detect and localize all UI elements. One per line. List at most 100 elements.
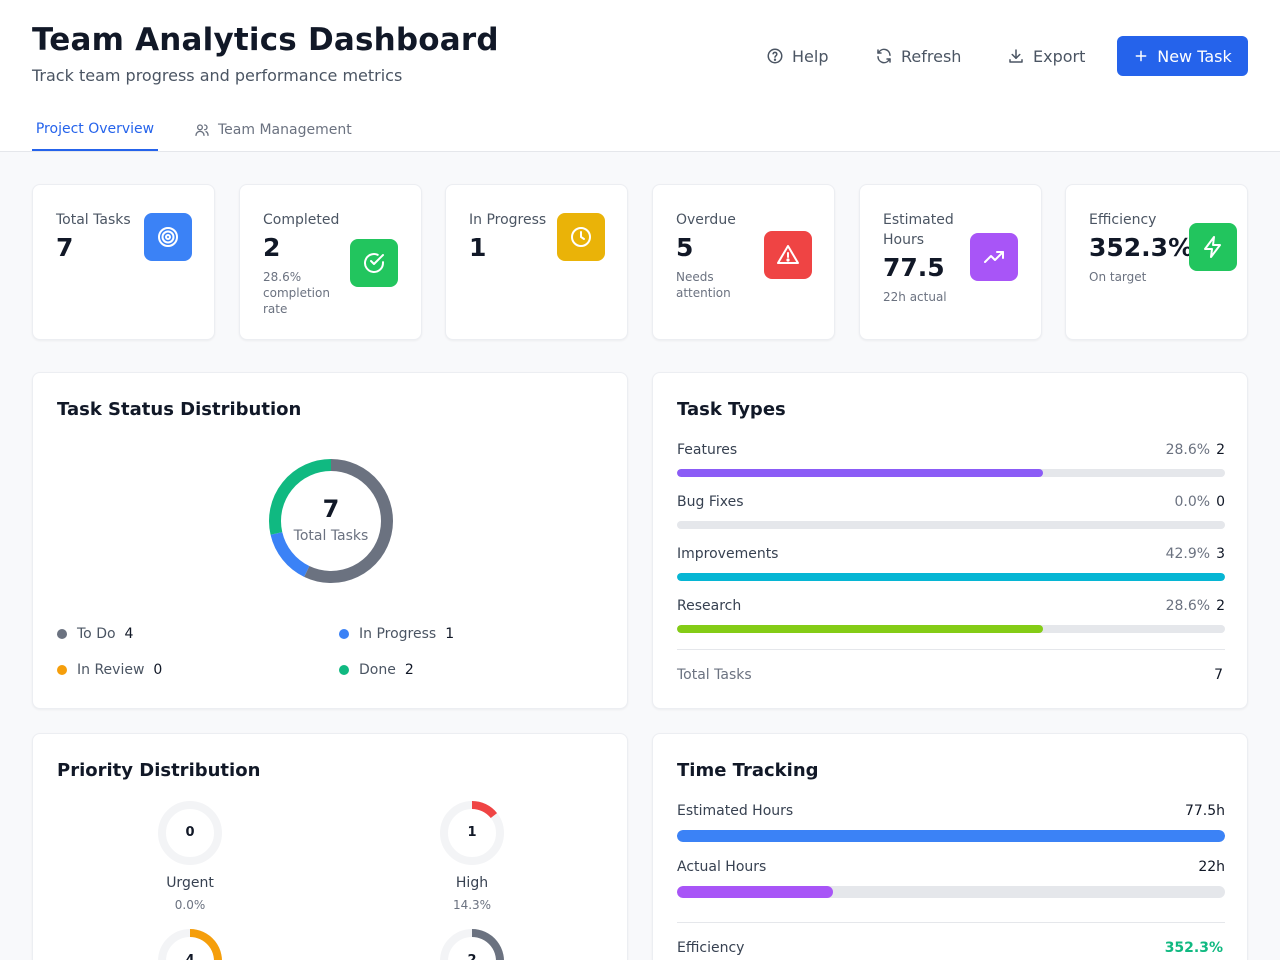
priority-count: 4	[140, 953, 240, 960]
legend-item-to-do: To Do 4	[57, 626, 133, 642]
legend-dot	[57, 629, 67, 639]
priority-ring-track	[158, 801, 222, 865]
progress-track	[677, 886, 1225, 898]
lightning-icon	[1189, 223, 1237, 271]
priority-ring	[158, 801, 222, 865]
priority-ring-arc	[189, 929, 222, 960]
legend-count: 1	[445, 626, 455, 642]
donut-center-value: 7	[322, 495, 340, 523]
page-title: Team Analytics Dashboard	[32, 22, 499, 58]
progress-track	[677, 830, 1225, 842]
task-type-count: 2	[1216, 598, 1225, 614]
plus-icon	[1135, 50, 1147, 62]
estimated-hours-row: Estimated Hours 77.5h	[677, 803, 1225, 843]
stat-card-overdue: Overdue 5 Needs attention	[652, 184, 835, 340]
export-button[interactable]: Export	[1007, 36, 1085, 76]
time-tracking-panel: Time Tracking Estimated Hours 77.5h Actu…	[652, 733, 1248, 960]
stat-label: Overdue	[676, 212, 736, 228]
progress-fill	[677, 625, 1043, 633]
stat-subtext: 28.6% completion rate	[263, 270, 330, 316]
priority-count: 1	[467, 825, 477, 840]
priority-panel: Priority Distribution 0 Urgent 0.0% 1 Hi…	[32, 733, 628, 960]
stat-label: Completed	[263, 212, 340, 228]
legend-dot	[57, 665, 67, 675]
export-label: Export	[1033, 46, 1086, 66]
priority-ring-arc	[471, 801, 498, 819]
progress-track	[677, 521, 1225, 529]
progress-fill	[677, 886, 833, 898]
panel-title: Time Tracking	[677, 760, 819, 781]
priority-ring	[440, 801, 504, 865]
total-tasks-label: Total Tasks	[677, 667, 752, 683]
legend-count: 4	[124, 626, 134, 642]
task-types-panel: Task Types Features 28.6% 2 Bug Fixes 0.0…	[652, 372, 1248, 709]
progress-fill	[677, 830, 1225, 842]
divider	[677, 649, 1225, 650]
progress-track	[677, 625, 1225, 633]
divider	[677, 922, 1225, 923]
legend-dot	[339, 629, 349, 639]
status-donut-chart	[269, 459, 393, 583]
actual-hours-label: Actual Hours	[677, 859, 767, 875]
tab-label: Project Overview	[35, 120, 155, 137]
stat-label: Estimated Hours	[883, 212, 954, 248]
stat-label: Efficiency	[1089, 212, 1157, 228]
stat-subtext: On target	[1089, 270, 1147, 284]
users-icon	[195, 123, 209, 136]
estimated-hours-label: Estimated Hours	[677, 803, 794, 819]
stat-card-total-tasks: Total Tasks 7	[32, 184, 215, 340]
legend-item-in-review: In Review 0	[57, 662, 162, 678]
panel-title: Priority Distribution	[57, 760, 261, 781]
refresh-button[interactable]: Refresh	[875, 36, 961, 76]
new-task-button[interactable]: New Task	[1117, 36, 1248, 76]
task-type-label: Features	[677, 442, 738, 458]
help-icon	[767, 48, 783, 64]
stat-card-in-progress: In Progress 1	[445, 184, 628, 340]
tab-project-overview[interactable]: Project Overview	[32, 108, 158, 151]
progress-fill	[677, 469, 1043, 477]
legend-dot	[339, 665, 349, 675]
donut-segment-to-do	[304, 459, 393, 583]
priority-label: High	[455, 875, 489, 891]
task-type-percent: 28.6%	[1165, 598, 1211, 614]
priority-ring	[158, 929, 222, 960]
task-status-panel: Task Status Distribution 7 Total Tasks T…	[32, 372, 628, 709]
legend-label: In Progress	[359, 626, 437, 642]
priority-count: 0	[185, 825, 195, 840]
page-subtitle: Track team progress and performance metr…	[32, 66, 403, 85]
task-type-label: Improvements	[677, 546, 779, 562]
legend-label: To Do	[77, 626, 116, 642]
stat-card-estimated-hours: Estimated Hours 77.5 22h actual	[859, 184, 1042, 340]
task-type-stats: 28.6% 2	[1166, 442, 1225, 458]
task-type-label: Bug Fixes	[677, 494, 744, 510]
donut-segment-in-progress	[270, 531, 310, 577]
alert-triangle-icon	[764, 231, 812, 279]
task-type-percent: 28.6%	[1165, 442, 1211, 458]
efficiency-value: 352.3%	[1164, 940, 1223, 956]
task-type-count: 0	[1216, 494, 1225, 510]
tab-team-management[interactable]: Team Management	[194, 108, 352, 151]
progress-track	[677, 573, 1225, 581]
stat-label: In Progress	[469, 212, 547, 228]
legend-label: In Review	[77, 662, 145, 678]
efficiency-label: Efficiency	[677, 940, 745, 956]
refresh-label: Refresh	[901, 46, 962, 66]
stat-value: 1	[469, 233, 487, 262]
help-button[interactable]: Help	[766, 36, 828, 76]
help-label: Help	[792, 46, 829, 66]
tab-bar: Project Overview Team Management	[32, 108, 1248, 152]
priority-count: 2	[422, 953, 522, 960]
donut-segment-done	[269, 459, 332, 535]
stat-subtext: Needs attention	[676, 270, 731, 300]
stat-value: 5	[676, 233, 694, 262]
stat-label: Total Tasks	[56, 212, 131, 228]
task-type-percent: 0.0%	[1174, 494, 1211, 510]
target-icon	[144, 213, 192, 261]
new-task-label: New Task	[1157, 46, 1232, 66]
priority-percent: 0.0%	[174, 898, 206, 912]
task-type-improvements: Improvements 42.9% 3	[677, 546, 1225, 582]
task-type-percent: 42.9%	[1165, 546, 1211, 562]
stat-value: 7	[56, 233, 74, 262]
legend-item-in-progress: In Progress 1	[339, 626, 454, 642]
task-type-research: Research 28.6% 2	[677, 598, 1225, 634]
